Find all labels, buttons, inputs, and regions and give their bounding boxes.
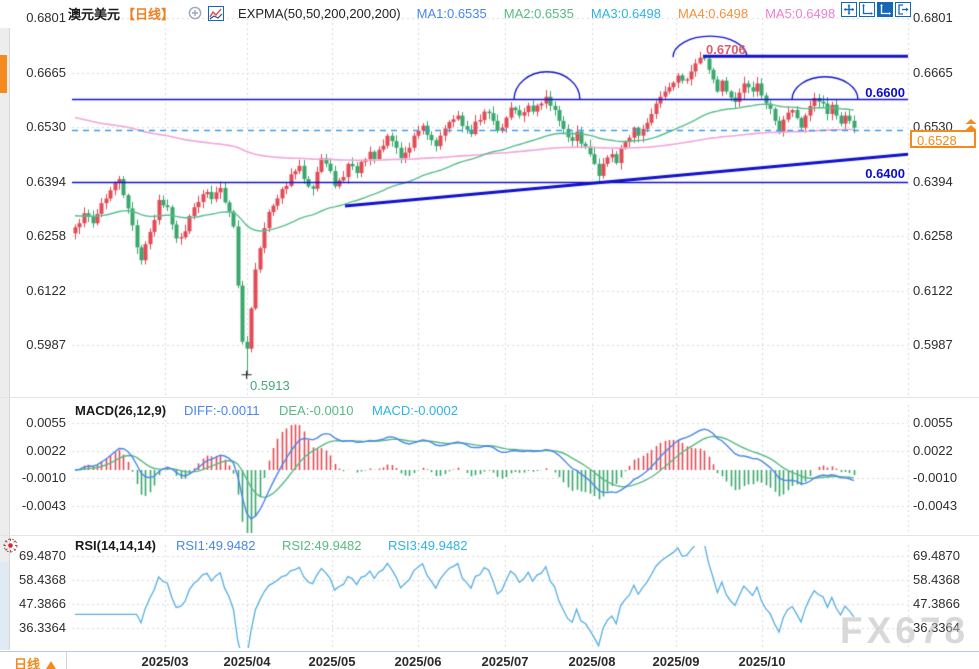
price-axis-label: 0.6122: [26, 282, 66, 298]
rsi-axis-label: 58.4368: [913, 571, 960, 587]
resistance-label: 0.6600: [865, 85, 905, 100]
crash-low-label: 0.5913: [250, 378, 290, 393]
period-tag: 【日线】: [122, 7, 175, 22]
macd-axis-label: -0.0010: [913, 470, 958, 486]
macd-diff-value: DIFF:-0.0011: [184, 403, 260, 418]
macd-macd-value: MACD:-0.0002: [372, 403, 458, 418]
alert-sun-icon[interactable]: [2, 537, 19, 554]
rsi3-value: RSI3:49.9482: [388, 538, 468, 553]
pan-crosshair-icon[interactable]: [841, 2, 857, 17]
macd-axis-label: 0.0055: [26, 415, 66, 431]
rsi-axis-label: 69.4870: [913, 548, 960, 563]
indicator-title: EXPMA(50,50,200,200,200): [238, 6, 401, 21]
macd-panel-separator: [0, 397, 979, 398]
price-axis-label: 0.6394: [26, 173, 66, 189]
rsi-panel-separator: [0, 535, 979, 536]
price-axis-label: 0.6258: [913, 228, 953, 244]
last-price-box: 0.6528: [910, 130, 976, 148]
macd-axis-label: -0.0010: [21, 470, 66, 486]
rsi-axis-label: 47.3866: [19, 595, 66, 611]
month-label: 2025/04: [223, 654, 271, 669]
support-label: 0.6400: [865, 166, 905, 181]
month-label: 2025/05: [308, 654, 356, 669]
ma-value-labels: MA1:0.6535 MA2:0.6535 MA3:0.6498 MA4:0.6498…: [417, 6, 853, 21]
ma-value-label: MA4:0.6498: [677, 6, 749, 21]
macd-axis-label: 0.0022: [913, 443, 953, 459]
timeline-row: [0, 651, 979, 669]
macd-axis-label: 0.0022: [26, 443, 66, 459]
last-price-value: 0.6528: [917, 133, 957, 148]
price-axis-label: 0.6122: [913, 282, 953, 298]
ma-value-label: MA3:0.6498: [590, 6, 661, 21]
price-axis-label: 0.6394: [913, 173, 953, 189]
period-up-triangle-icon: [46, 661, 57, 669]
period-selector[interactable]: 日线: [14, 654, 57, 669]
price-axis-label: 0.6801: [26, 10, 66, 25]
period-label: 日线: [14, 657, 41, 669]
chart-header: 澳元美元 【日线】 EXPMA(50,50,200,200,200) MA1:0…: [68, 4, 852, 23]
month-label: 2025/10: [738, 654, 786, 669]
timeline-cell-divider: [66, 651, 67, 669]
fx678-watermark: FX678: [840, 610, 970, 651]
symbol-name: 澳元美元: [68, 7, 121, 22]
rsi-axis-label: 36.3364: [913, 619, 960, 635]
month-label: 2025/03: [141, 654, 189, 669]
macd-axis-label: -0.0043: [21, 498, 66, 514]
price-up-arrow-icon: [964, 119, 978, 132]
rsi-axis-label: 47.3866: [913, 595, 960, 611]
add-indicator-icon[interactable]: [188, 6, 202, 23]
chart-thumbnail-icon[interactable]: [208, 5, 225, 24]
price-axis-label: 0.6665: [913, 64, 953, 80]
month-label: 2025/09: [652, 654, 700, 669]
rsi-axis-label: 36.3364: [19, 619, 66, 635]
price-axis-label: 0.6665: [26, 64, 66, 80]
rsi1-value: RSI1:49.9482: [176, 538, 256, 553]
axis-scale-active-icon[interactable]: [877, 2, 893, 17]
month-label: 2025/07: [481, 654, 529, 669]
macd-title: MACD(26,12,9): [75, 403, 167, 418]
resistance-top-label: 0.6706: [706, 42, 746, 57]
chart-toolbar: [841, 2, 911, 17]
rsi-axis-label: 58.4368: [19, 571, 66, 587]
ma-value-label: MA1:0.6535: [416, 6, 487, 21]
price-axis-label: 0.5987: [26, 337, 66, 352]
ma-value-label: MA5:0.6498: [765, 6, 836, 21]
rsi2-value: RSI2:49.9482: [282, 538, 362, 553]
price-axis-label: 0.6530: [26, 118, 66, 134]
price-axis-label: 0.6530: [913, 118, 953, 134]
exit-fullscreen-icon[interactable]: [895, 2, 911, 17]
price-axis-label: 0.5987: [913, 337, 953, 352]
month-label: 2025/08: [568, 654, 616, 669]
macd-axis-label: 0.0055: [913, 415, 953, 431]
ma-value-label: MA2:0.6535: [503, 6, 574, 21]
macd-axis-label: -0.0043: [913, 498, 958, 514]
sidebar-blue-marker: [0, 562, 9, 650]
sidebar-orange-marker[interactable]: [0, 55, 7, 93]
axis-scale-icon[interactable]: [859, 2, 875, 17]
month-label: 2025/06: [394, 654, 442, 669]
rsi-title: RSI(14,14,14): [75, 538, 156, 553]
macd-dea-value: DEA:-0.0010: [279, 403, 354, 418]
price-axis-label: 0.6258: [26, 228, 66, 244]
price-axis-label: 0.6801: [913, 10, 953, 25]
left-sidebar-strip: [0, 28, 10, 650]
rsi-axis-label: 69.4870: [19, 548, 66, 563]
